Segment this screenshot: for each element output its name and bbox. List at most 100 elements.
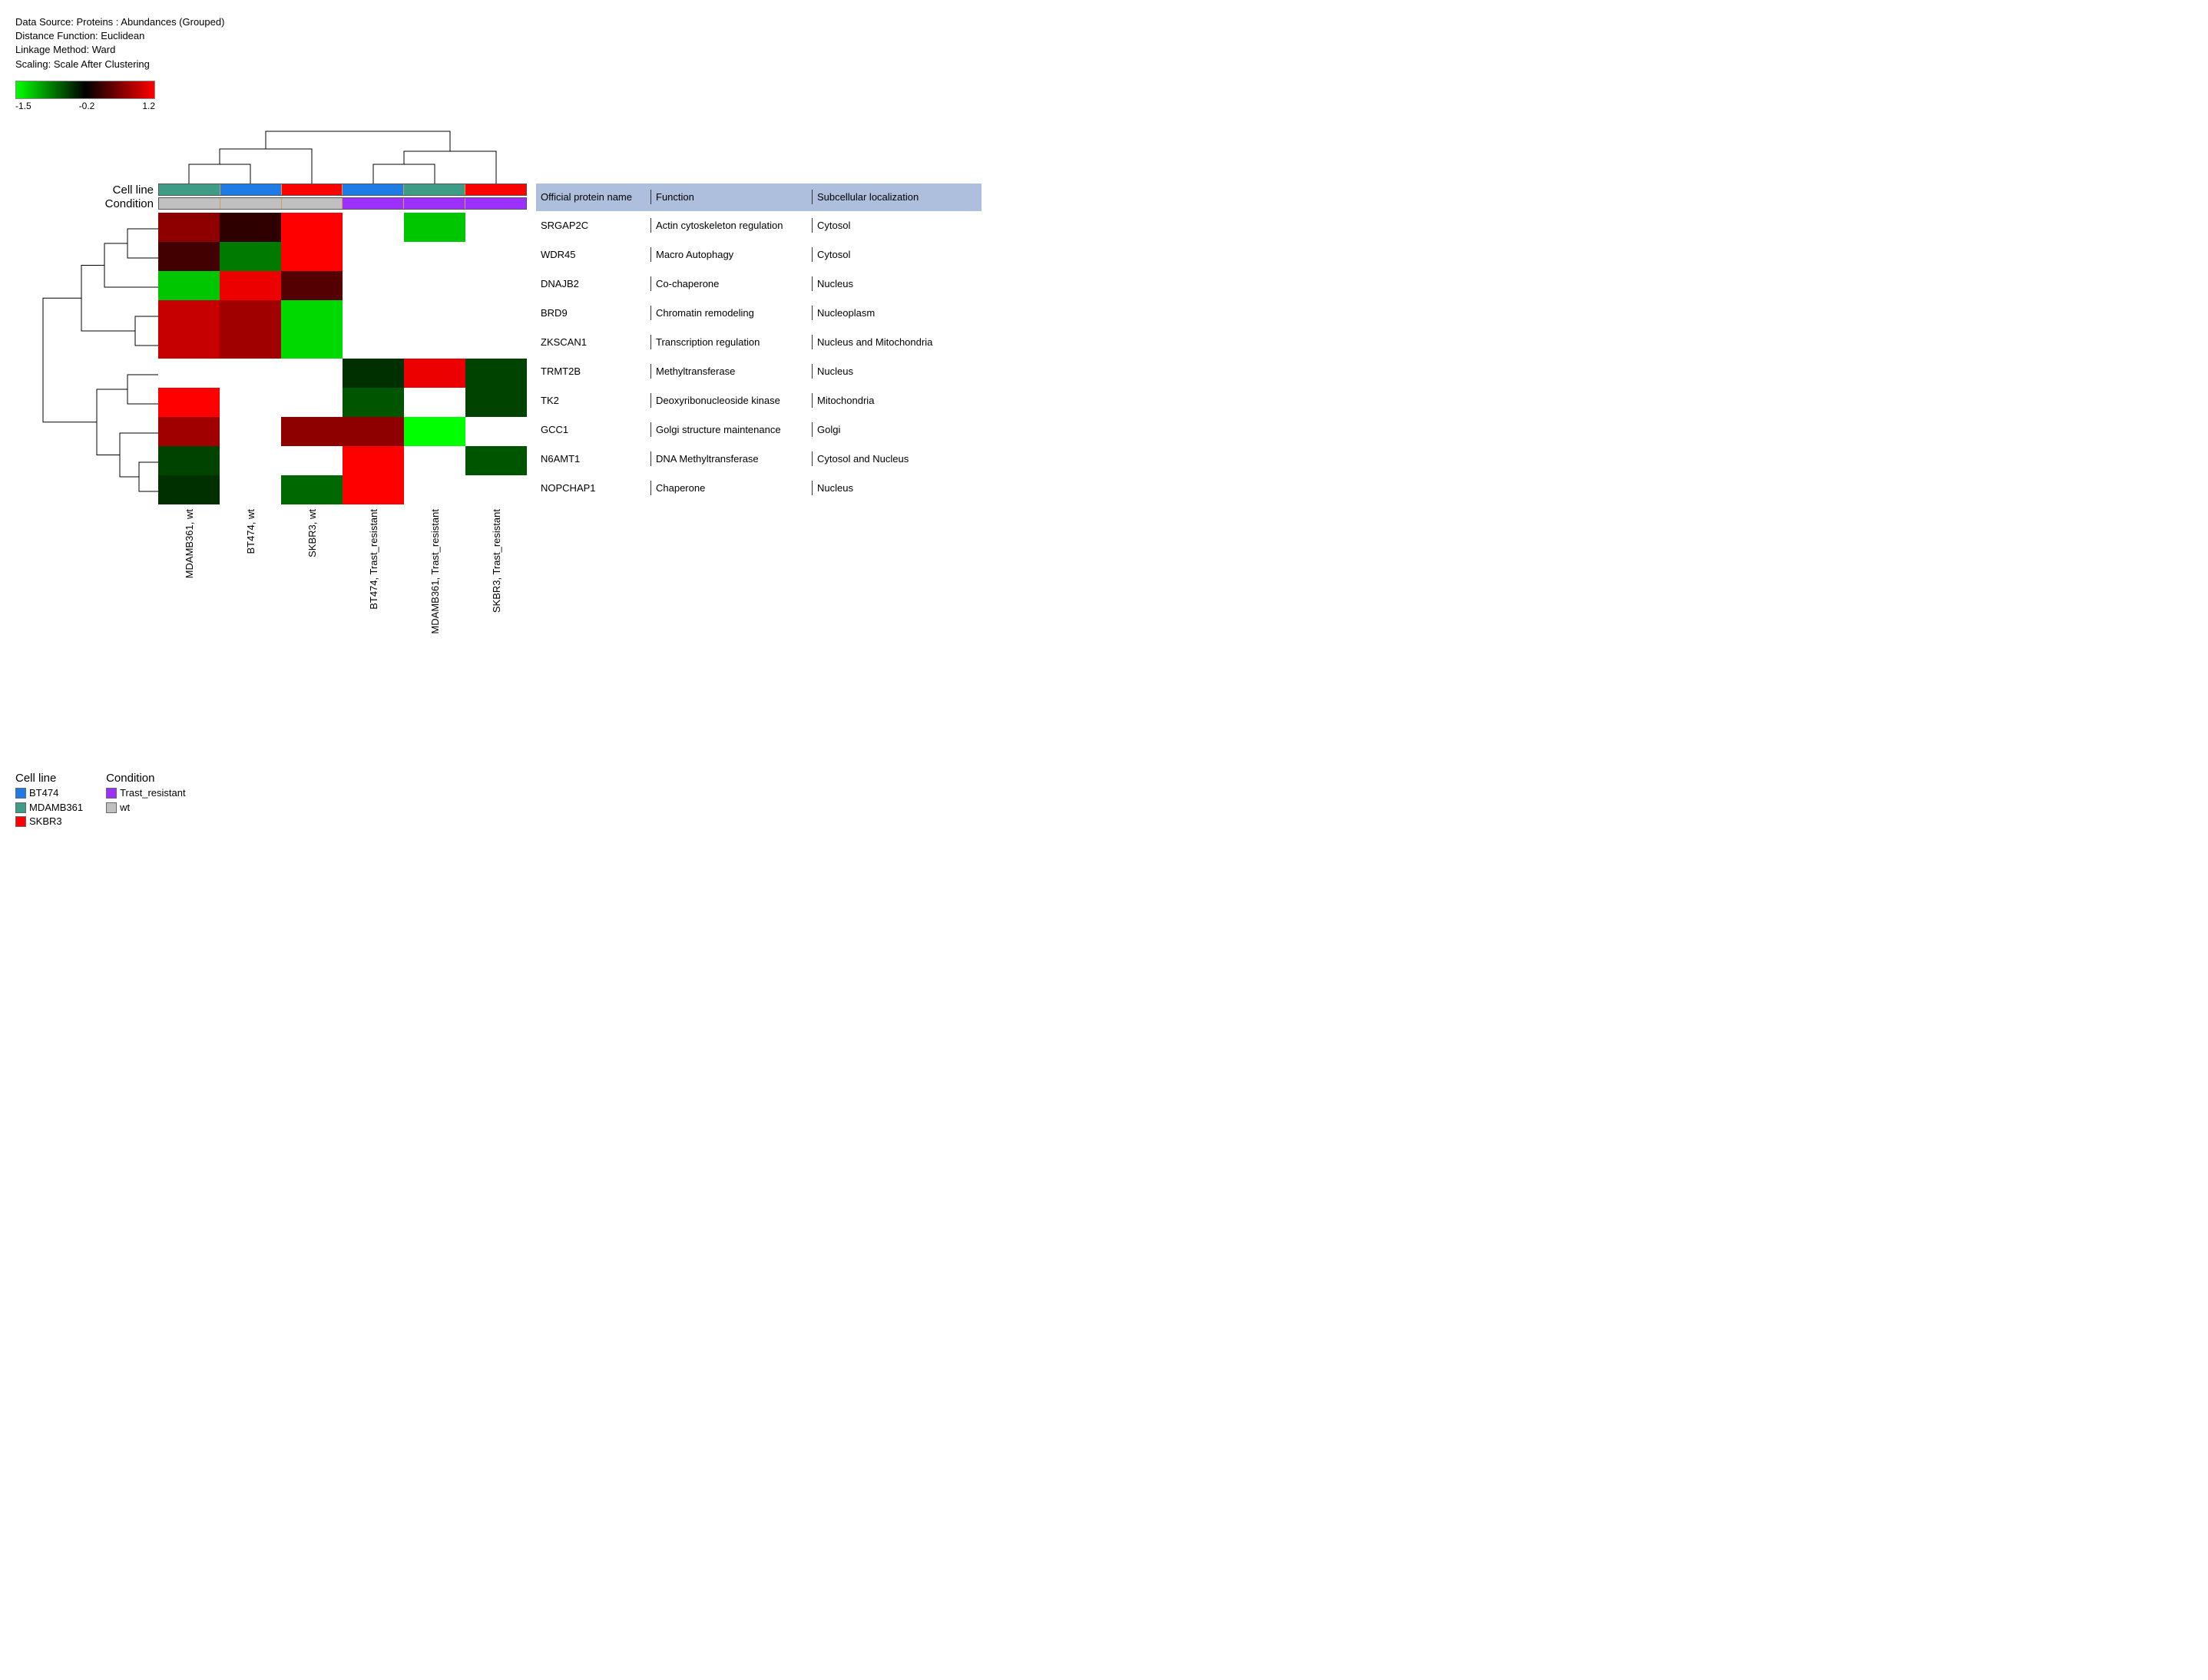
heatmap-cell — [281, 329, 343, 359]
annot-label-condition: Condition — [15, 197, 154, 211]
heatmap-cell — [158, 213, 220, 242]
heatmap-cell — [220, 417, 281, 446]
condition-annot-cell — [159, 198, 220, 209]
heatmap-cell — [281, 359, 343, 388]
heatmap-cell — [465, 417, 527, 446]
legend-item: Trast_resistant — [106, 786, 186, 800]
protein-name: TK2 — [536, 393, 651, 408]
heatmap-row — [158, 329, 527, 359]
protein-table-body: SRGAP2CActin cytoskeleton regulationCyto… — [536, 211, 982, 503]
protein-function: Transcription regulation — [651, 335, 813, 349]
cell-line-annotation-bar — [158, 184, 527, 196]
header-protein: Official protein name — [536, 190, 651, 204]
legend-cell-line: Cell line BT474MDAMB361SKBR3 — [15, 772, 83, 828]
legend-item: SKBR3 — [15, 815, 83, 828]
protein-localization: Golgi — [813, 422, 982, 437]
protein-table-row: NOPCHAP1ChaperoneNucleus — [536, 474, 982, 503]
condition-annot-cell — [220, 198, 281, 209]
protein-name: WDR45 — [536, 247, 651, 262]
legend-item: MDAMB361 — [15, 801, 83, 815]
heatmap-cell — [281, 242, 343, 271]
cell-line-annot-cell — [465, 184, 526, 195]
heatmap-cell — [281, 417, 343, 446]
heatmap-cell — [343, 300, 404, 329]
column-label: BT474, wt — [220, 509, 281, 634]
heatmap-cell — [281, 213, 343, 242]
heatmap-row — [158, 359, 527, 388]
protein-localization: Nucleoplasm — [813, 306, 982, 320]
protein-name: BRD9 — [536, 306, 651, 320]
protein-table-row: BRD9Chromatin remodelingNucleoplasm — [536, 299, 982, 328]
protein-localization: Nucleus — [813, 364, 982, 379]
legend-label: Trast_resistant — [120, 786, 186, 800]
protein-table-header: Official protein name Function Subcellul… — [536, 184, 982, 211]
heatmap-cell — [281, 475, 343, 504]
protein-name: GCC1 — [536, 422, 651, 437]
protein-function: Deoxyribonucleoside kinase — [651, 393, 813, 408]
heatmap-cell — [343, 329, 404, 359]
protein-function: Co-chaperone — [651, 276, 813, 291]
protein-function: Actin cytoskeleton regulation — [651, 218, 813, 233]
protein-name: NOPCHAP1 — [536, 481, 651, 495]
protein-table-row: TK2Deoxyribonucleoside kinaseMitochondri… — [536, 386, 982, 415]
heatmap-cell — [404, 475, 465, 504]
heatmap-cell — [220, 300, 281, 329]
condition-annot-cell — [465, 198, 526, 209]
legend-swatch — [15, 802, 26, 813]
heatmap-cell — [158, 417, 220, 446]
protein-name: DNAJB2 — [536, 276, 651, 291]
heatmap-cell — [343, 213, 404, 242]
heatmap-grid — [158, 213, 527, 504]
column-label: BT474, Trast_resistant — [343, 509, 404, 634]
heatmap-cell — [343, 417, 404, 446]
protein-localization: Cytosol — [813, 218, 982, 233]
legend-cell-line-title: Cell line — [15, 772, 83, 785]
protein-table-row: DNAJB2Co-chaperoneNucleus — [536, 270, 982, 299]
protein-function: Chromatin remodeling — [651, 306, 813, 320]
heatmap-cell — [281, 446, 343, 475]
heatmap-cell — [158, 300, 220, 329]
protein-localization: Nucleus and Mitochondria — [813, 335, 982, 349]
protein-name: ZKSCAN1 — [536, 335, 651, 349]
heatmap-cell — [404, 329, 465, 359]
legend-swatch — [106, 802, 117, 813]
heatmap-cell — [404, 417, 465, 446]
protein-localization: Nucleus — [813, 276, 982, 291]
heatmap-cell — [465, 271, 527, 300]
legend-condition: Condition Trast_resistantwt — [106, 772, 186, 828]
colorbar-min: -1.5 — [15, 101, 31, 111]
heatmap-cell — [281, 271, 343, 300]
heatmap-cell — [281, 388, 343, 417]
row-dendrogram — [20, 214, 158, 506]
heatmap-cell — [220, 213, 281, 242]
heatmap-row — [158, 446, 527, 475]
column-label: SKBR3, Trast_resistant — [465, 509, 527, 634]
protein-name: SRGAP2C — [536, 218, 651, 233]
meta-scaling: Scaling: Scale After Clustering — [15, 58, 2193, 71]
heatmap-cell — [465, 359, 527, 388]
heatmap-row — [158, 388, 527, 417]
legend-swatch — [106, 788, 117, 799]
meta-data-source: Data Source: Proteins : Abundances (Grou… — [15, 15, 2193, 29]
legend-condition-title: Condition — [106, 772, 186, 785]
header-function: Function — [651, 190, 813, 204]
heatmap-cell — [158, 446, 220, 475]
column-label: SKBR3, wt — [281, 509, 343, 634]
heatmap-cell — [404, 359, 465, 388]
protein-table-row: ZKSCAN1Transcription regulationNucleus a… — [536, 328, 982, 357]
heatmap-cell — [220, 388, 281, 417]
heatmap-cell — [158, 242, 220, 271]
meta-linkage: Linkage Method: Ward — [15, 43, 2193, 57]
legend-item: BT474 — [15, 786, 83, 800]
condition-annotation-bar — [158, 197, 527, 210]
legend-swatch — [15, 816, 26, 827]
heatmap-cell — [404, 300, 465, 329]
heatmap-cell — [343, 388, 404, 417]
meta-distance: Distance Function: Euclidean — [15, 29, 2193, 43]
colorbar-max: 1.2 — [142, 101, 155, 111]
protein-table-row: N6AMT1DNA MethyltransferaseCytosol and N… — [536, 445, 982, 474]
metadata-block: Data Source: Proteins : Abundances (Grou… — [15, 15, 2193, 71]
protein-annotation-table: Official protein name Function Subcellul… — [536, 122, 982, 503]
heatmap-cell — [220, 242, 281, 271]
protein-localization: Cytosol and Nucleus — [813, 451, 982, 466]
